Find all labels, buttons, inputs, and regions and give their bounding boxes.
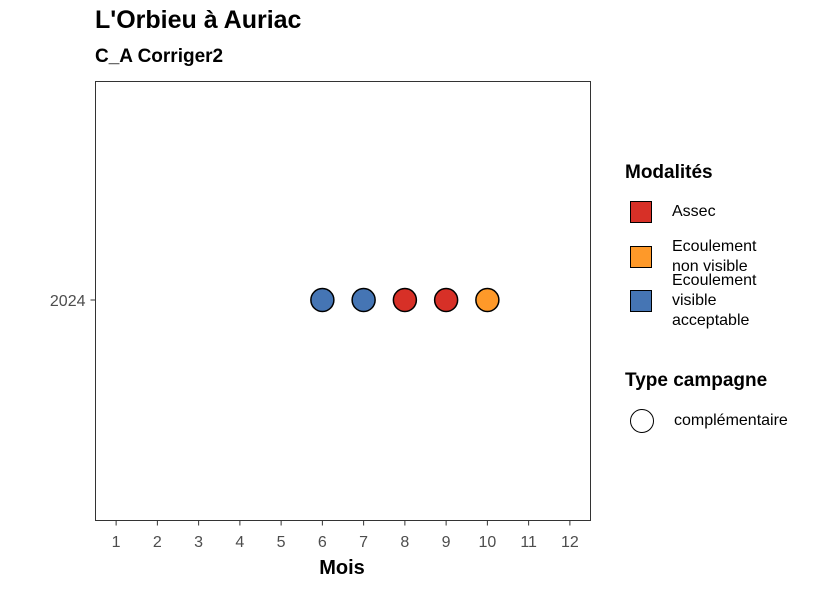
legend-label: Ecoulement visible acceptable <box>672 272 757 329</box>
x-tick-label: 9 <box>442 534 451 551</box>
legend-item: Ecoulement non visible <box>630 237 757 277</box>
plot-panel <box>95 81 591 521</box>
legend-key <box>630 290 652 312</box>
data-point <box>310 287 335 313</box>
legend-type-title: Type campagne <box>625 370 768 391</box>
legend-modalites-title: Modalités <box>625 162 713 183</box>
legend-key <box>630 201 652 223</box>
data-point <box>392 287 418 313</box>
data-points <box>310 287 500 313</box>
y-tick-label: 2024 <box>50 293 86 310</box>
y-axis: 2024 <box>50 293 96 310</box>
data-point <box>433 287 459 313</box>
legend-circle-key <box>630 409 654 433</box>
legend-item: Ecoulement visible acceptable <box>630 271 757 331</box>
x-tick-label: 1 <box>112 534 121 551</box>
data-point <box>475 287 500 313</box>
chart-subtitle: C_A Corriger2 <box>95 46 224 67</box>
x-tick-label: 8 <box>400 534 409 551</box>
x-axis: 1 2 3 4 5 6 7 8 9 10 11 12 <box>112 520 579 551</box>
x-tick-label: 5 <box>277 534 286 551</box>
x-tick-label: 4 <box>235 534 244 551</box>
legend-item: Assec <box>630 201 716 223</box>
x-tick-label: 7 <box>359 534 368 551</box>
legend-label: Ecoulement non visible <box>672 238 757 275</box>
legend-item: complémentaire <box>630 409 788 433</box>
x-tick-label: 2 <box>153 534 162 551</box>
x-tick-label: 3 <box>194 534 203 551</box>
chart-title: L'Orbieu à Auriac <box>95 6 302 34</box>
x-tick-label: 6 <box>318 534 327 551</box>
legend-key <box>630 246 652 268</box>
data-point <box>351 287 376 313</box>
legend-label: Assec <box>672 203 716 220</box>
x-axis-label: Mois <box>319 557 365 579</box>
legend-label: complémentaire <box>674 412 788 429</box>
x-tick-label: 10 <box>478 534 496 551</box>
x-tick-label: 11 <box>520 534 537 551</box>
x-tick-label: 12 <box>561 534 579 551</box>
